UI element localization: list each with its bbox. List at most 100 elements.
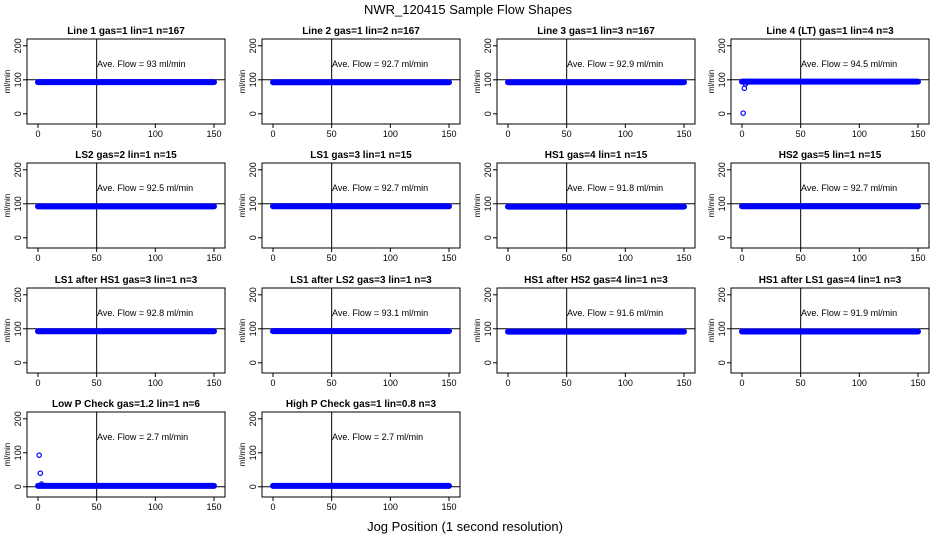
x-tick-label: 100 <box>618 378 633 388</box>
plot-frame <box>496 38 696 125</box>
panel-13: Low P Check gas=1.2 lin=1 n=6 ml/min Ave. … <box>3 399 226 512</box>
x-tick-label: 150 <box>676 253 691 263</box>
panel-title: Line 1 gas=1 lin=1 n=167 <box>67 26 185 37</box>
y-tick-label: 0 <box>248 111 258 116</box>
y-tick-label: 0 <box>13 111 23 116</box>
plot-frame <box>26 411 226 498</box>
panel-2: Line 2 gas=1 lin=2 n=167 ml/min Ave. Flow … <box>238 26 461 139</box>
panel-title: HS1 after LS1 gas=4 lin=1 n=3 <box>759 275 902 286</box>
panel-ylabel: ml/min <box>473 194 482 218</box>
panel-ylabel: ml/min <box>473 70 482 94</box>
y-tick-label: 0 <box>13 484 23 489</box>
figure-xlabel: Jog Position (1 second resolution) <box>367 519 563 534</box>
x-tick-label: 50 <box>796 378 806 388</box>
y-tick-label: 200 <box>717 162 727 177</box>
x-tick-label: 150 <box>206 502 221 512</box>
x-tick-label: 50 <box>92 378 102 388</box>
y-tick-label: 100 <box>13 321 23 336</box>
panel-ylabel: ml/min <box>707 70 716 94</box>
panel-4: Line 4 (LT) gas=1 lin=4 n=3 ml/min Ave. Fl… <box>707 26 930 139</box>
x-tick-label: 0 <box>270 129 275 139</box>
flow-annotation: Ave. Flow = 92.5 ml/min <box>97 183 193 193</box>
panel-title: LS2 gas=2 lin=1 n=15 <box>75 150 177 161</box>
y-tick-label: 200 <box>13 287 23 302</box>
y-tick-label: 200 <box>13 162 23 177</box>
panel-ylabel: ml/min <box>3 70 12 94</box>
panel-ylabel: ml/min <box>3 443 12 467</box>
y-tick-label: 0 <box>717 235 727 240</box>
panel-title: Low P Check gas=1.2 lin=1 n=6 <box>52 399 200 410</box>
panel-9: LS1 after HS1 gas=3 lin=1 n=3 ml/min Ave. … <box>3 275 226 388</box>
x-tick-label: 100 <box>148 253 163 263</box>
data-point <box>740 110 746 116</box>
panel-14: High P Check gas=1 lin=0.8 n=3 ml/min Ave.… <box>238 399 461 512</box>
plot-frame <box>26 162 226 249</box>
x-tick-label: 150 <box>676 129 691 139</box>
x-tick-label: 150 <box>910 129 925 139</box>
x-tick-label: 100 <box>852 253 867 263</box>
panel-title: HS2 gas=5 lin=1 n=15 <box>779 150 882 161</box>
panel-ylabel: ml/min <box>238 70 247 94</box>
x-tick-label: 50 <box>562 129 572 139</box>
data-point <box>36 452 42 458</box>
flow-annotation: Ave. Flow = 91.6 ml/min <box>567 308 663 318</box>
x-tick-label: 0 <box>35 129 40 139</box>
plot-frame <box>261 287 461 374</box>
y-tick-label: 200 <box>717 287 727 302</box>
flow-annotation: Ave. Flow = 93 ml/min <box>97 59 186 69</box>
y-tick-label: 100 <box>13 196 23 211</box>
y-tick-label: 100 <box>13 445 23 460</box>
flow-annotation: Ave. Flow = 91.8 ml/min <box>567 183 663 193</box>
y-tick-label: 200 <box>248 287 258 302</box>
x-tick-label: 100 <box>852 129 867 139</box>
x-tick-label: 150 <box>441 129 456 139</box>
x-tick-label: 150 <box>441 378 456 388</box>
x-tick-label: 100 <box>148 129 163 139</box>
figure-title: NWR_120415 Sample Flow Shapes <box>364 2 573 17</box>
plot-frame <box>496 287 696 374</box>
y-tick-label: 200 <box>483 38 493 53</box>
flow-annotation: Ave. Flow = 92.7 ml/min <box>801 183 897 193</box>
y-tick-label: 0 <box>483 235 493 240</box>
x-tick-label: 50 <box>562 253 572 263</box>
panel-title: LS1 after LS2 gas=3 lin=1 n=3 <box>290 275 432 286</box>
panels: Line 1 gas=1 lin=1 n=167 ml/min Ave. Flow … <box>3 26 930 512</box>
plot-frame <box>496 162 696 249</box>
y-tick-label: 100 <box>717 321 727 336</box>
y-tick-label: 100 <box>248 321 258 336</box>
x-tick-label: 50 <box>327 253 337 263</box>
panel-title: High P Check gas=1 lin=0.8 n=3 <box>286 399 437 410</box>
x-tick-label: 150 <box>910 378 925 388</box>
x-tick-label: 0 <box>35 378 40 388</box>
panel-11: HS1 after HS2 gas=4 lin=1 n=3 ml/min Ave. … <box>473 275 696 388</box>
x-tick-label: 0 <box>35 502 40 512</box>
y-tick-label: 100 <box>248 445 258 460</box>
panel-ylabel: ml/min <box>473 319 482 343</box>
x-tick-label: 0 <box>270 378 275 388</box>
y-tick-label: 100 <box>248 72 258 87</box>
x-tick-label: 0 <box>739 253 744 263</box>
plot-frame <box>261 38 461 125</box>
data-point <box>37 470 44 477</box>
flow-annotation: Ave. Flow = 92.7 ml/min <box>332 59 428 69</box>
panel-title: HS1 after HS2 gas=4 lin=1 n=3 <box>524 275 668 286</box>
panel-ylabel: ml/min <box>238 443 247 467</box>
y-tick-label: 100 <box>483 321 493 336</box>
flow-annotation: Ave. Flow = 92.9 ml/min <box>567 59 663 69</box>
x-tick-label: 150 <box>441 502 456 512</box>
y-tick-label: 0 <box>483 111 493 116</box>
flow-annotation: Ave. Flow = 91.9 ml/min <box>801 308 897 318</box>
data-point <box>38 481 45 487</box>
x-tick-label: 50 <box>796 129 806 139</box>
x-tick-label: 50 <box>327 378 337 388</box>
data-point <box>746 78 752 85</box>
y-tick-label: 200 <box>13 38 23 53</box>
x-tick-label: 150 <box>206 253 221 263</box>
x-tick-label: 50 <box>327 129 337 139</box>
x-tick-label: 100 <box>383 502 398 512</box>
x-tick-label: 150 <box>206 378 221 388</box>
x-tick-label: 0 <box>739 378 744 388</box>
panel-5: LS2 gas=2 lin=1 n=15 ml/min Ave. Flow = 92… <box>3 150 226 263</box>
y-tick-label: 0 <box>13 360 23 365</box>
